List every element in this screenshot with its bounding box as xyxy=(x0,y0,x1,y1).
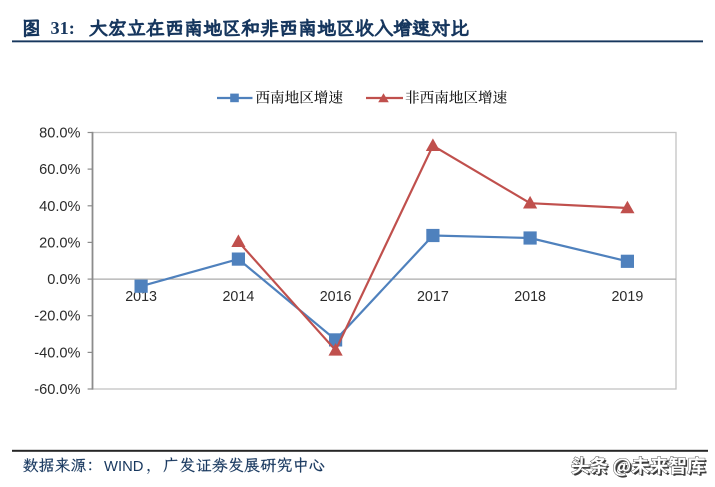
svg-text:80.0%: 80.0% xyxy=(39,126,80,142)
svg-text:2017: 2017 xyxy=(417,289,449,305)
svg-text:2014: 2014 xyxy=(222,289,254,305)
svg-text:0.0%: 0.0% xyxy=(47,272,80,288)
svg-text:40.0%: 40.0% xyxy=(39,199,80,215)
svg-text:60.0%: 60.0% xyxy=(39,162,80,178)
svg-text:2016: 2016 xyxy=(320,289,352,305)
svg-text:20.0%: 20.0% xyxy=(39,235,80,251)
svg-text:2013: 2013 xyxy=(125,289,157,305)
svg-text:31:: 31: xyxy=(51,18,75,38)
svg-text:2019: 2019 xyxy=(611,289,643,305)
svg-text:-60.0%: -60.0% xyxy=(34,382,80,398)
svg-text:WIND: WIND xyxy=(104,459,143,475)
svg-text:2018: 2018 xyxy=(514,289,546,305)
svg-text:-40.0%: -40.0% xyxy=(34,345,80,361)
svg-text:-20.0%: -20.0% xyxy=(34,309,80,325)
